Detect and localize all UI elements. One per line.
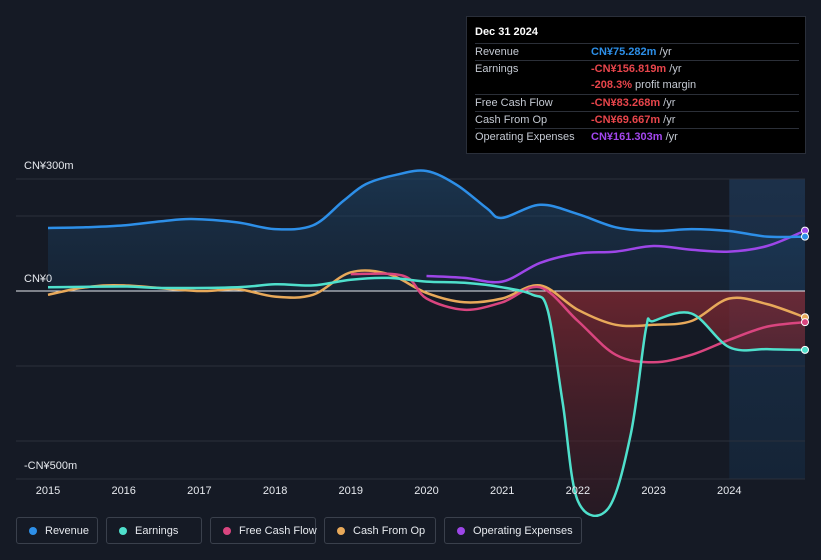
x-tick-label: 2015 [35,485,61,497]
operating-expenses-line [426,229,806,284]
x-tick-label: 2016 [111,485,136,497]
x-tick-label: 2019 [338,485,364,497]
legend-label: Earnings [135,525,179,537]
x-tick-label: 2017 [187,485,212,497]
earnings-end-marker [801,345,809,354]
x-tick-label: 2021 [489,485,515,497]
tooltip-row-label: Earnings [475,63,519,75]
tooltip-row-value: -CN¥156.819m /yr [591,63,682,75]
tooltip-row-value: -CN¥83.268m /yr [591,97,676,109]
tooltip-row-label: Operating Expenses [475,131,575,143]
y-axis-bottom-label: -CN¥500m [24,460,78,472]
tooltip-row-label: Free Cash Flow [475,97,553,109]
earnings-line [47,276,806,517]
free-cash-flow-end-marker [801,318,809,327]
legend-swatch [119,527,127,535]
tooltip-row-value: -CN¥69.667m /yr [591,114,676,126]
legend-swatch [457,527,465,535]
revenue-area [48,170,805,291]
x-tick-label: 2023 [641,485,666,497]
tooltip-row: -208.3% profit margin [475,77,799,94]
tooltip-date: Dec 31 2024 [475,26,538,38]
x-tick-label: 2018 [262,485,288,497]
free-cash-flow-line [350,272,806,364]
legend-swatch [223,527,231,535]
legend-label: Cash From Op [353,525,426,537]
legend-item-revenue[interactable]: Revenue [16,517,98,544]
legend-item-earnings[interactable]: Earnings [106,517,202,544]
legend-item-operating-expenses[interactable]: Operating Expenses [444,517,582,544]
legend-swatch [29,527,37,535]
legend-swatch [337,527,345,535]
legend-label: Operating Expenses [473,525,573,537]
revenue-line [47,169,806,239]
legend-label: Free Cash Flow [239,525,317,537]
legend-item-free-cash-flow[interactable]: Free Cash Flow [210,517,317,544]
tooltip-row: Revenue CN¥75.282m /yr [475,43,799,61]
revenue-end-marker [801,232,809,241]
y-axis-zero-label: CN¥0 [24,273,53,285]
earnings-area [48,291,805,516]
tooltip-row-value: CN¥161.303m /yr [591,131,678,143]
tooltip-row-label: Cash From Op [475,114,548,126]
tooltip-row: Free Cash Flow -CN¥83.268m /yr [475,94,799,112]
y-axis-top-label: CN¥300m [24,160,74,172]
legend-label: Revenue [45,525,90,537]
tooltip-row-label: Revenue [475,46,520,58]
legend-item-cash-from-op[interactable]: Cash From Op [324,517,436,544]
x-tick-label: 2020 [414,485,439,497]
x-tick-label: 2022 [565,485,591,497]
x-tick-label: 2024 [717,485,742,497]
tooltip-row: Earnings -CN¥156.819m /yr [475,60,799,78]
tooltip-row-value: CN¥75.282m /yr [591,46,672,58]
cash-from-op-line [47,269,806,328]
tooltip-row: Operating Expenses CN¥161.303m /yr [475,128,799,146]
tooltip-row: Cash From Op -CN¥69.667m /yr [475,111,799,129]
tooltip-row-value: -208.3% profit margin [591,79,697,91]
data-tooltip: Dec 31 2024 Revenue CN¥75.282m /yr Earning… [466,16,806,154]
